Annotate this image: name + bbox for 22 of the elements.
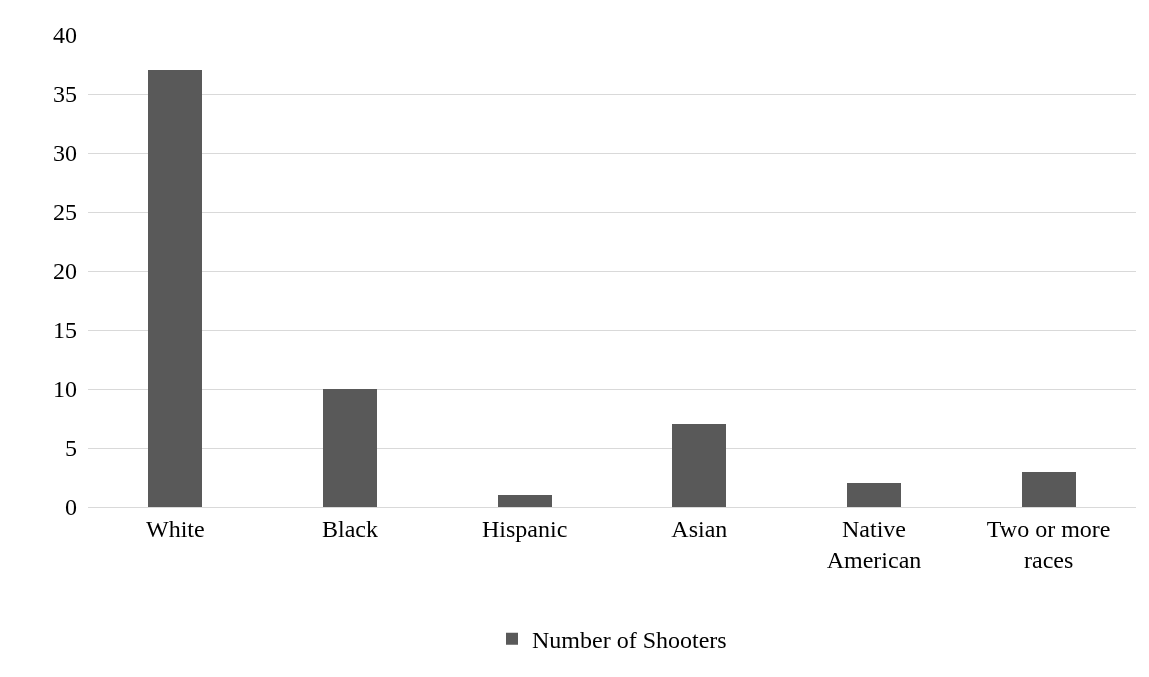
x-tick-label: Black — [322, 515, 378, 542]
y-tick-label: 10 — [53, 376, 77, 403]
x-tick-label: Two or more races — [986, 515, 1111, 574]
x-tick-label: White — [146, 515, 205, 542]
y-tick-label: 5 — [65, 435, 77, 462]
bar — [498, 495, 552, 507]
y-tick-label: 40 — [53, 22, 77, 49]
bar — [323, 389, 377, 507]
y-tick-label: 0 — [65, 494, 77, 521]
x-tick-label: Hispanic — [482, 515, 568, 542]
x-tick-label: Native American — [826, 515, 922, 574]
y-tick-label: 35 — [53, 81, 77, 108]
bar — [1022, 472, 1076, 507]
x-tick-label: Asian — [671, 515, 728, 542]
bar — [847, 483, 901, 507]
y-tick-label: 30 — [53, 140, 77, 167]
y-tick-label: 25 — [53, 199, 77, 226]
y-tick-label: 15 — [53, 317, 77, 344]
bar — [672, 424, 726, 507]
y-tick-label: 20 — [53, 258, 77, 285]
bar — [148, 70, 202, 507]
legend-label: Number of Shooters — [532, 627, 727, 654]
